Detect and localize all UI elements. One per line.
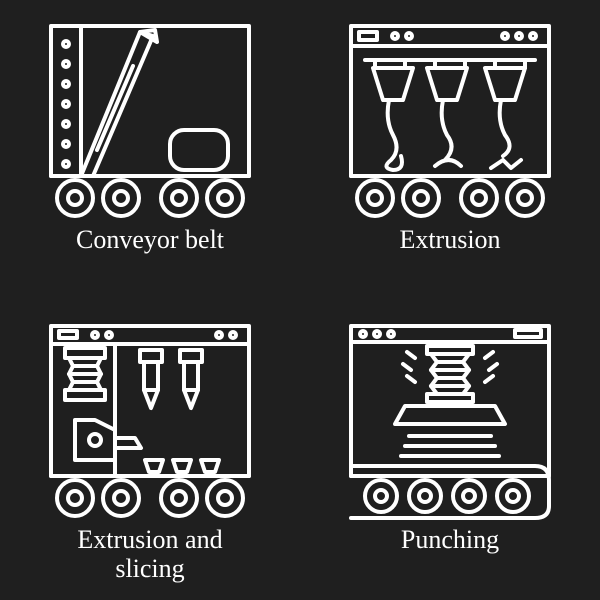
cell-extrusion-slicing: Extrusion andslicing — [0, 300, 300, 600]
punching-label: Punching — [401, 526, 499, 555]
extrusion-label: Extrusion — [399, 226, 500, 255]
cell-punching: Punching — [300, 300, 600, 600]
extrusion-slicing-label: Extrusion andslicing — [77, 526, 222, 583]
conveyor-belt-icon — [45, 20, 255, 220]
cell-conveyor-belt: Conveyor belt — [0, 0, 300, 300]
conveyor-belt-label: Conveyor belt — [76, 226, 224, 255]
cell-extrusion: Extrusion — [300, 0, 600, 300]
punching-icon — [345, 320, 555, 520]
extrusion-slicing-icon — [45, 320, 255, 520]
extrusion-icon — [345, 20, 555, 220]
